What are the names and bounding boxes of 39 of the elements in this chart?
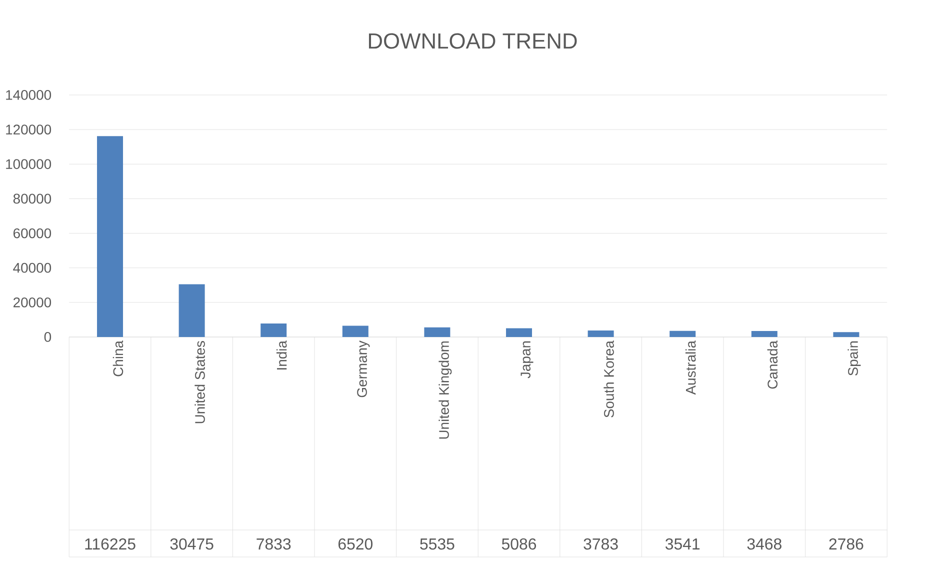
chart-title: DOWNLOAD TREND: [368, 33, 577, 49]
bar: [97, 136, 124, 337]
bar: [424, 327, 450, 337]
bar: [670, 330, 696, 337]
y-tick-label: 0: [44, 332, 52, 342]
bar: [588, 330, 614, 337]
data-label: 3468: [747, 538, 782, 550]
bar: [178, 284, 205, 337]
x-tick-label: Australia: [685, 340, 696, 395]
y-tick-label: 40000: [13, 262, 52, 273]
x-tick-label: Canada: [767, 340, 778, 389]
data-label: 5535: [420, 538, 454, 550]
x-tick-label: South Korea: [604, 340, 614, 418]
x-tick-label: Japan: [520, 341, 534, 378]
x-tick-label: United Kingdom: [438, 341, 452, 439]
data-label: 3783: [584, 538, 618, 550]
y-tick-label: 120000: [6, 124, 52, 134]
x-tick-label: India: [276, 340, 287, 370]
data-label: 2786: [829, 538, 864, 550]
data-label: 6520: [338, 538, 372, 550]
x-tick-label: Germany: [357, 340, 370, 398]
y-tick-label: 140000: [6, 90, 52, 100]
data-label: 30475: [170, 538, 214, 550]
bar: [506, 328, 532, 337]
x-tick-label: United States: [194, 341, 205, 424]
data-label: 5086: [502, 538, 536, 550]
bar: [260, 323, 287, 337]
x-tick-label: China: [112, 340, 124, 376]
y-tick-label: 80000: [13, 194, 52, 204]
bar: [833, 332, 860, 337]
y-tick-label: 60000: [14, 228, 52, 238]
data-label: 7833: [256, 538, 291, 550]
bar: [751, 330, 778, 337]
y-tick-label: 100000: [6, 159, 52, 170]
data-label: 3541: [665, 538, 700, 550]
data-label: 116225: [85, 538, 136, 550]
y-tick-label: 20000: [14, 297, 52, 308]
x-tick-label: Spain: [848, 341, 861, 376]
bar: [342, 326, 368, 337]
